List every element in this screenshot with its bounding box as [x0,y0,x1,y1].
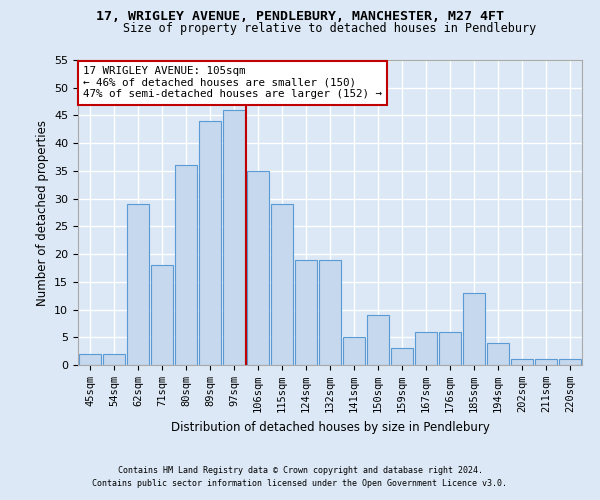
Bar [415,332,437,365]
Text: Contains HM Land Registry data © Crown copyright and database right 2024.
Contai: Contains HM Land Registry data © Crown c… [92,466,508,487]
Bar [295,260,317,365]
Bar [223,110,245,365]
Bar [175,166,197,365]
Title: Size of property relative to detached houses in Pendlebury: Size of property relative to detached ho… [124,22,536,35]
Y-axis label: Number of detached properties: Number of detached properties [35,120,49,306]
Bar [127,204,149,365]
X-axis label: Distribution of detached houses by size in Pendlebury: Distribution of detached houses by size … [170,420,490,434]
Bar [439,332,461,365]
Bar [247,171,269,365]
Bar [535,360,557,365]
Bar [487,343,509,365]
Bar [151,265,173,365]
Bar [559,360,581,365]
Bar [199,121,221,365]
Bar [79,354,101,365]
Text: 17, WRIGLEY AVENUE, PENDLEBURY, MANCHESTER, M27 4FT: 17, WRIGLEY AVENUE, PENDLEBURY, MANCHEST… [96,10,504,23]
Bar [391,348,413,365]
Text: 17 WRIGLEY AVENUE: 105sqm
← 46% of detached houses are smaller (150)
47% of semi: 17 WRIGLEY AVENUE: 105sqm ← 46% of detac… [83,66,382,100]
Bar [511,360,533,365]
Bar [271,204,293,365]
Bar [319,260,341,365]
Bar [103,354,125,365]
Bar [367,315,389,365]
Bar [463,293,485,365]
Bar [343,338,365,365]
